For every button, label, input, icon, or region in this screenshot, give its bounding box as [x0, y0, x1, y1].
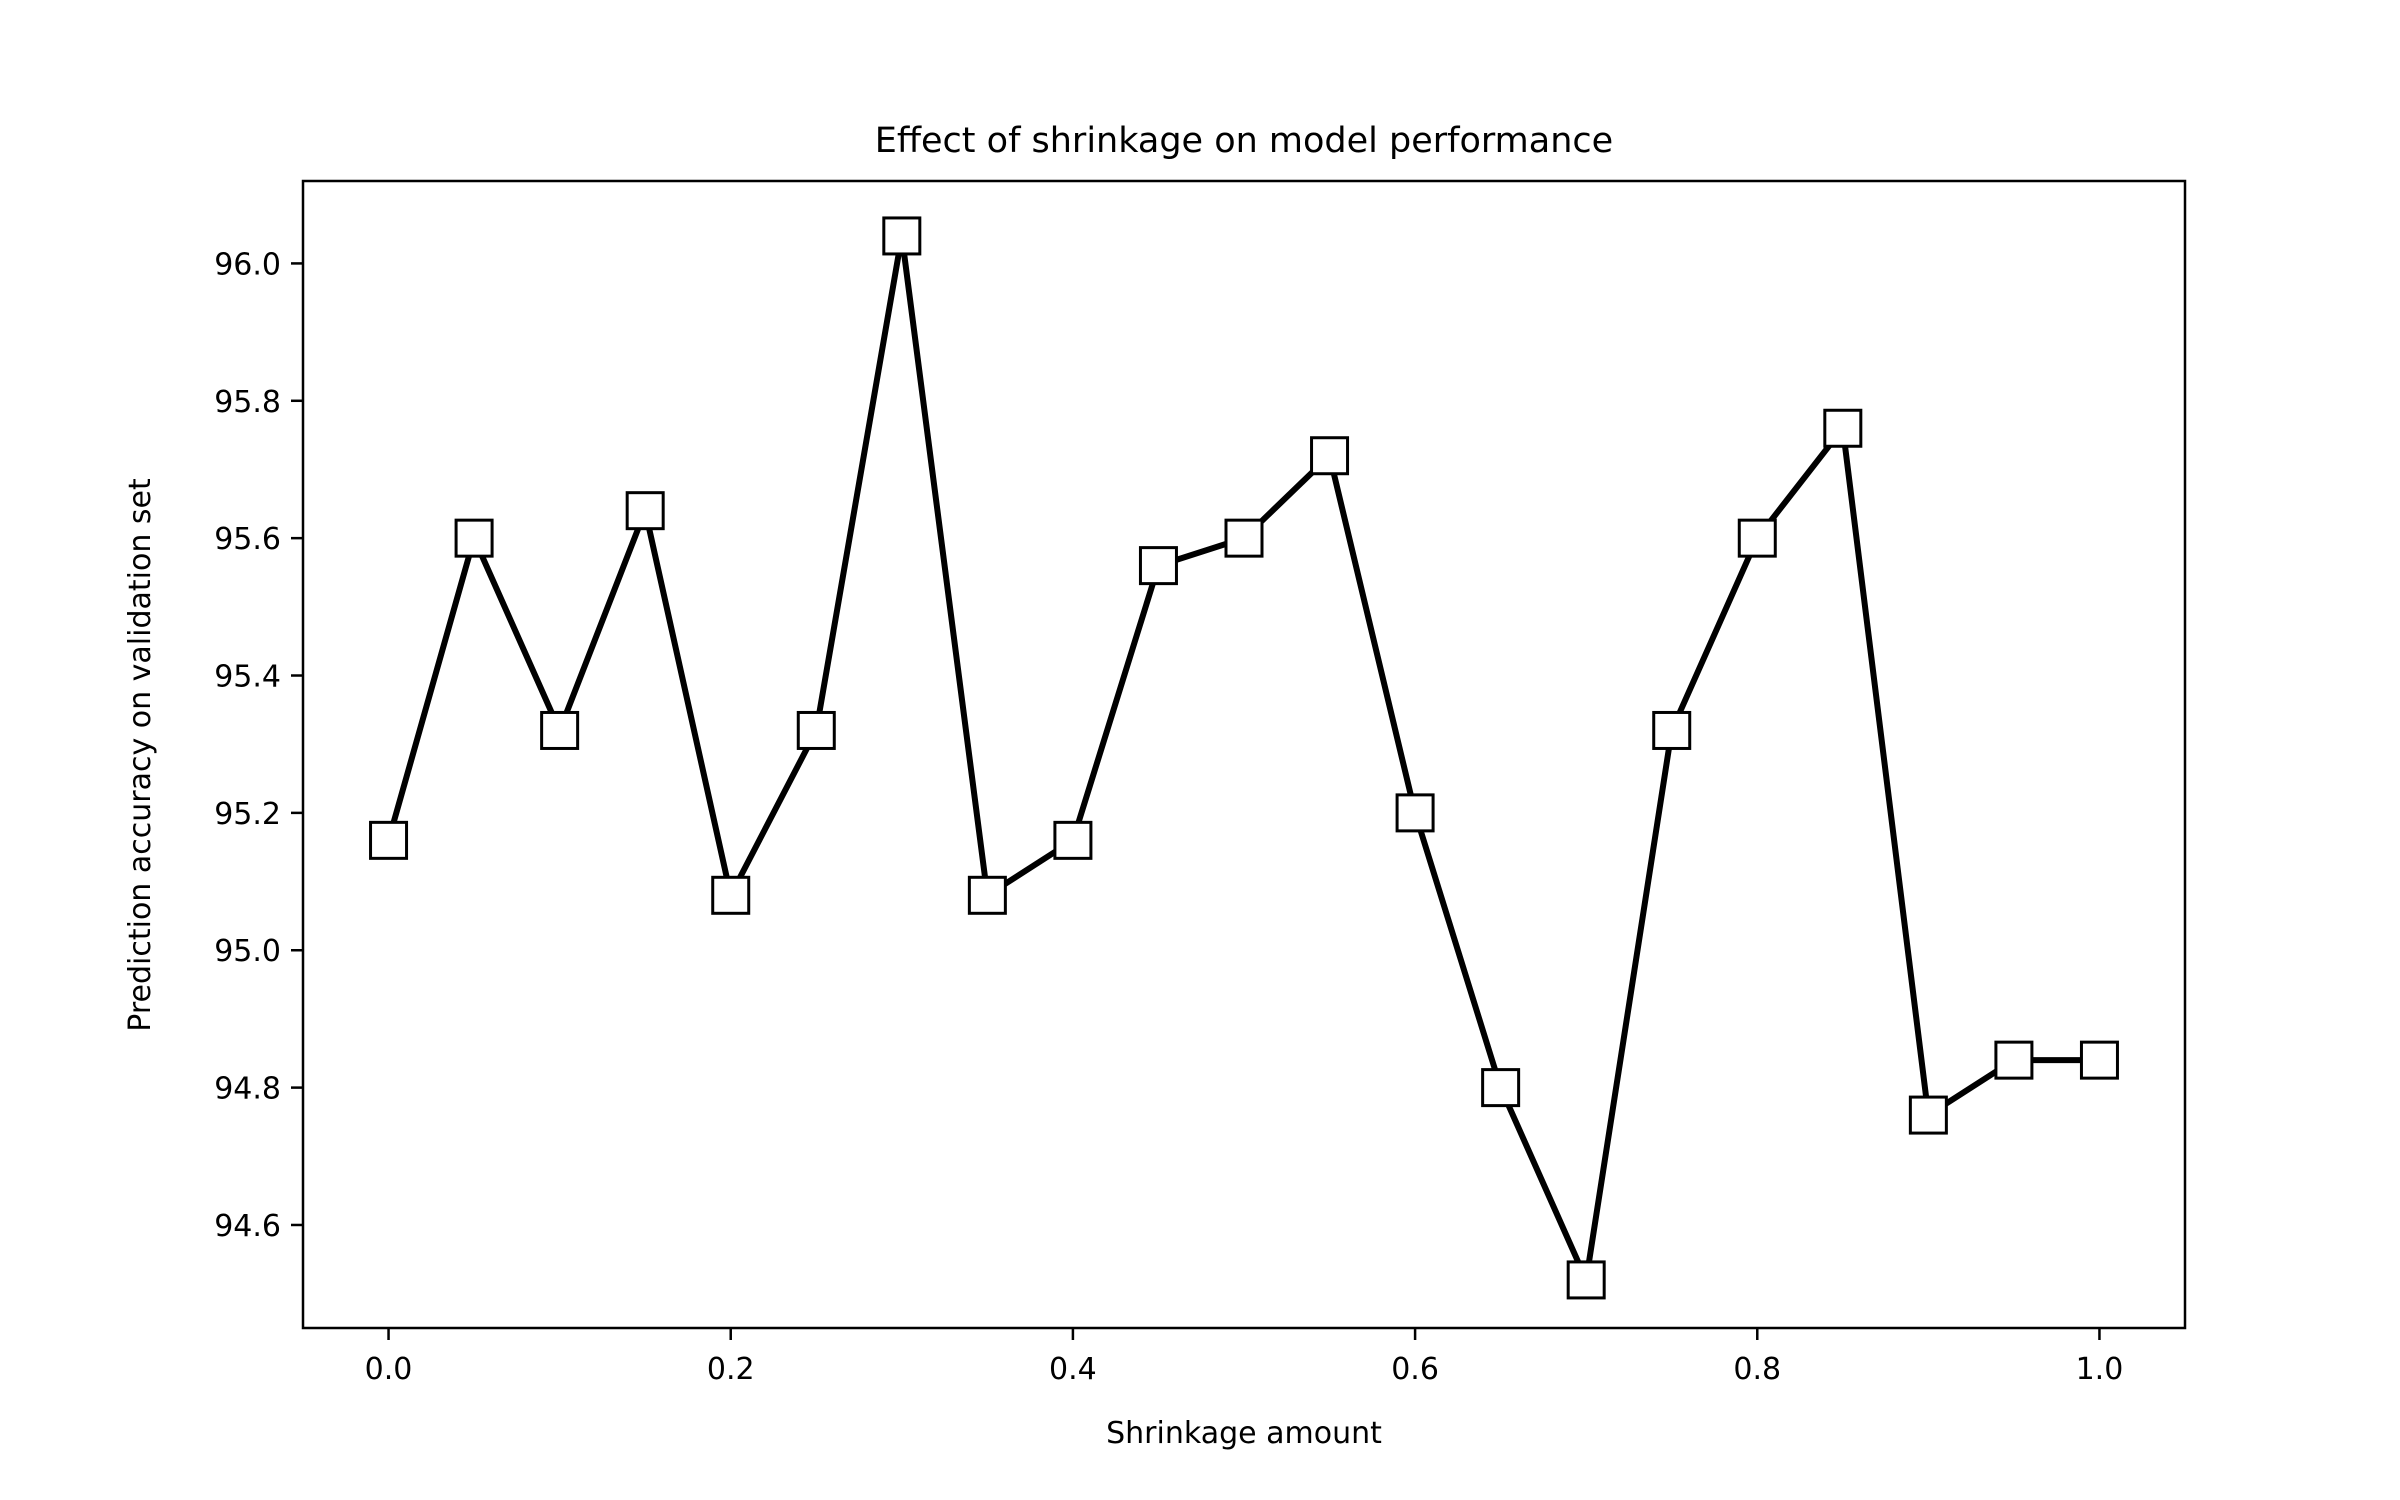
y-axis: 94.6 94.8 95.0 95.2 95.4 95.6 95.8 96.0 [214, 247, 303, 1244]
data-point-marker [625, 491, 665, 531]
data-point-marker [1737, 518, 1777, 558]
data-point-marker [1138, 546, 1178, 586]
x-axis-label: Shrinkage amount [1106, 1416, 1382, 1451]
data-point-marker [711, 875, 751, 915]
data-point-marker [1310, 436, 1350, 476]
chart-title: Effect of shrinkage on model performance [875, 121, 1613, 161]
y-axis-label: Prediction accuracy on validation set [123, 478, 158, 1032]
y-tick-label: 94.8 [214, 1072, 281, 1107]
data-point-marker [1652, 710, 1692, 750]
data-point-marker [796, 710, 836, 750]
y-tick-label: 94.6 [214, 1209, 281, 1244]
data-point-marker [454, 518, 494, 558]
data-point-marker [1994, 1040, 2034, 1080]
x-tick-label: 0.6 [1391, 1352, 1439, 1387]
x-tick-label: 1.0 [2076, 1352, 2124, 1387]
y-tick-label: 95.6 [214, 522, 281, 557]
data-point-marker [882, 216, 922, 256]
y-tick-label: 95.4 [214, 660, 281, 695]
x-tick-label: 0.8 [1733, 1352, 1781, 1387]
data-point-marker [540, 710, 580, 750]
data-point-marker [369, 820, 409, 860]
data-point-marker [1395, 793, 1435, 833]
y-tick-label: 95.8 [214, 385, 281, 420]
x-tick-label: 0.2 [707, 1352, 755, 1387]
data-point-marker [967, 875, 1007, 915]
x-axis: 0.0 0.2 0.4 0.6 0.8 1.0 [365, 1328, 2124, 1387]
y-tick-label: 96.0 [214, 247, 281, 282]
data-point-marker [1908, 1095, 1948, 1135]
x-tick-label: 0.4 [1049, 1352, 1097, 1387]
data-point-marker [2079, 1040, 2119, 1080]
y-tick-label: 95.2 [214, 797, 281, 832]
data-point-marker [1224, 518, 1264, 558]
x-tick-label: 0.0 [365, 1352, 413, 1387]
data-point-marker [1823, 408, 1863, 448]
plot-frame [301, 179, 2187, 1330]
y-tick-label: 95.0 [214, 934, 281, 969]
series-layer [369, 216, 2119, 1300]
data-point-marker [1481, 1068, 1521, 1108]
data-point-marker [1566, 1260, 1606, 1300]
data-point-marker [1053, 820, 1093, 860]
